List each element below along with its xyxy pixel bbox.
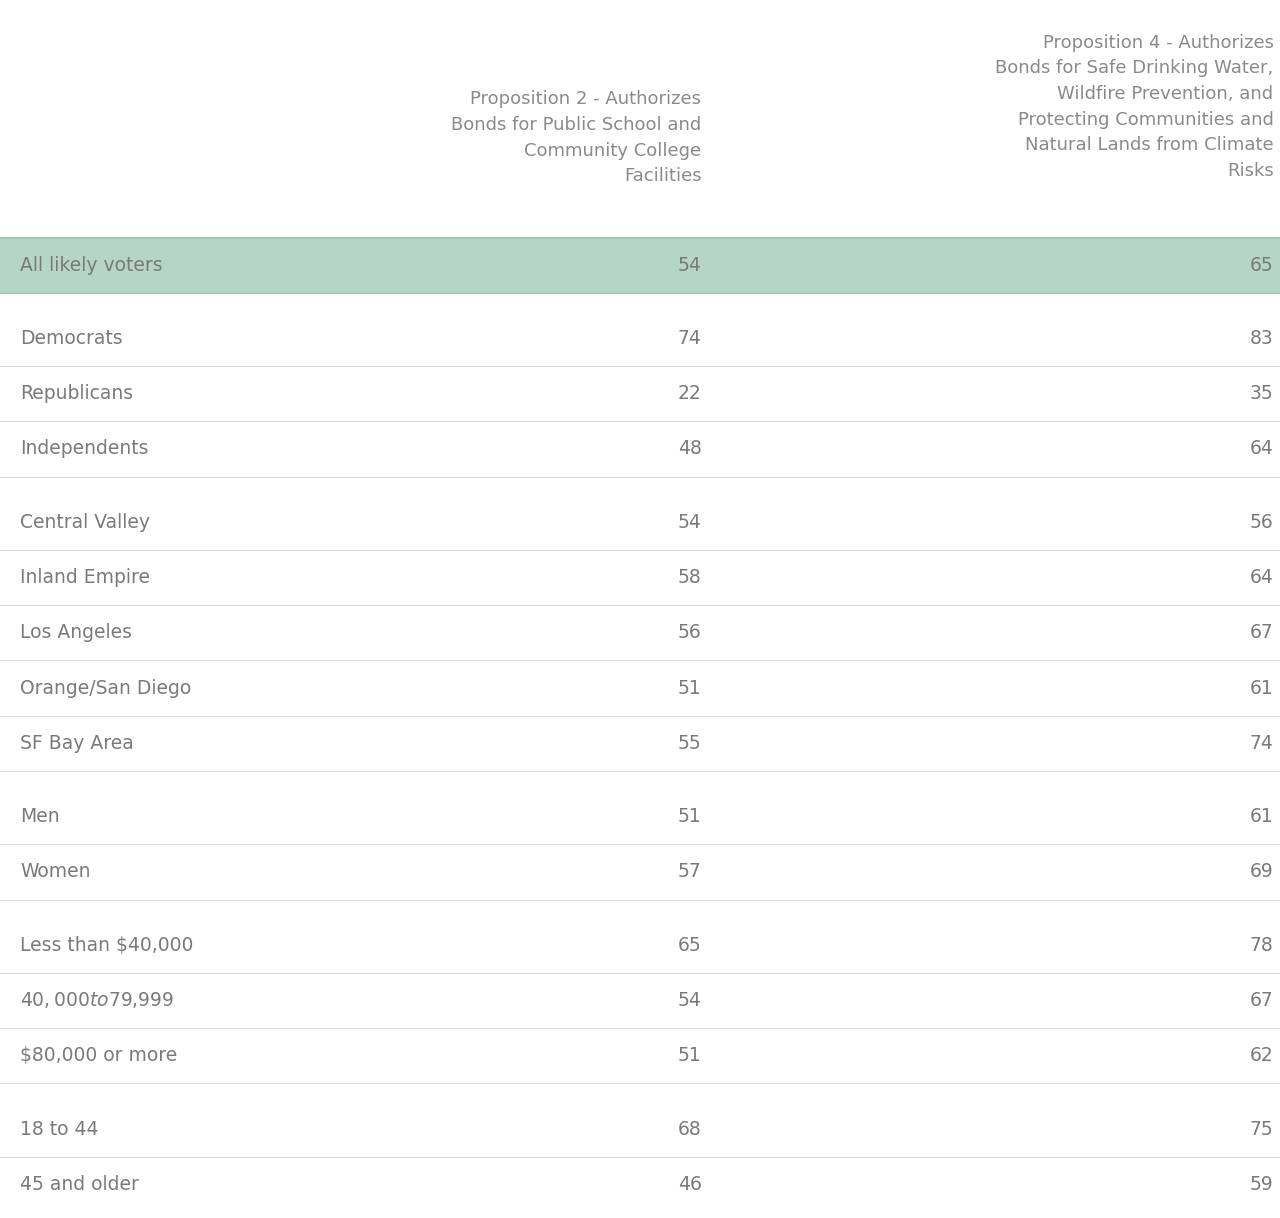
Text: 62: 62: [1249, 1046, 1274, 1066]
Text: 48: 48: [677, 440, 701, 458]
Text: 64: 64: [1249, 440, 1274, 458]
Text: 74: 74: [1249, 733, 1274, 753]
Text: 51: 51: [677, 808, 701, 826]
Text: 45 and older: 45 and older: [20, 1175, 140, 1194]
Text: 54: 54: [677, 256, 701, 274]
Text: Inland Empire: Inland Empire: [20, 568, 151, 587]
Text: $80,000 or more: $80,000 or more: [20, 1046, 178, 1066]
Bar: [0, 238, 1280, 292]
Text: Republicans: Republicans: [20, 384, 133, 403]
Text: Los Angeles: Los Angeles: [20, 624, 133, 642]
Text: 56: 56: [677, 624, 701, 642]
Text: 55: 55: [677, 733, 701, 753]
Text: 18 to 44: 18 to 44: [20, 1119, 99, 1139]
Text: SF Bay Area: SF Bay Area: [20, 733, 134, 753]
Text: Women: Women: [20, 862, 91, 882]
Text: Men: Men: [20, 808, 60, 826]
Text: 64: 64: [1249, 568, 1274, 587]
Text: 74: 74: [677, 329, 701, 348]
Text: 54: 54: [677, 513, 701, 532]
Text: 67: 67: [1249, 624, 1274, 642]
Text: 35: 35: [1249, 384, 1274, 403]
Text: 51: 51: [677, 1046, 701, 1066]
Text: 67: 67: [1249, 991, 1274, 1010]
Text: Proposition 4 - Authorizes
Bonds for Safe Drinking Water,
Wildfire Prevention, a: Proposition 4 - Authorizes Bonds for Saf…: [996, 34, 1274, 180]
Text: Less than $40,000: Less than $40,000: [20, 935, 193, 955]
Text: $40,000 to $79,999: $40,000 to $79,999: [20, 990, 175, 1011]
Text: 46: 46: [677, 1175, 701, 1194]
Text: 59: 59: [1249, 1175, 1274, 1194]
Text: 58: 58: [677, 568, 701, 587]
Text: 69: 69: [1249, 862, 1274, 882]
Text: 68: 68: [677, 1119, 701, 1139]
Text: Central Valley: Central Valley: [20, 513, 151, 532]
Text: 56: 56: [1249, 513, 1274, 532]
Text: Independents: Independents: [20, 440, 148, 458]
Text: 57: 57: [677, 862, 701, 882]
Text: 54: 54: [677, 991, 701, 1010]
Text: 61: 61: [1249, 808, 1274, 826]
Text: 65: 65: [1249, 256, 1274, 274]
Text: 75: 75: [1249, 1119, 1274, 1139]
Text: 61: 61: [1249, 678, 1274, 698]
Text: 51: 51: [677, 678, 701, 698]
Text: Democrats: Democrats: [20, 329, 123, 348]
Text: Orange/San Diego: Orange/San Diego: [20, 678, 192, 698]
Text: Proposition 2 - Authorizes
Bonds for Public School and
Community College
Facilit: Proposition 2 - Authorizes Bonds for Pub…: [451, 90, 701, 185]
Text: 22: 22: [677, 384, 701, 403]
Text: 83: 83: [1249, 329, 1274, 348]
Text: All likely voters: All likely voters: [20, 256, 163, 274]
Text: 78: 78: [1249, 935, 1274, 955]
Text: 65: 65: [677, 935, 701, 955]
